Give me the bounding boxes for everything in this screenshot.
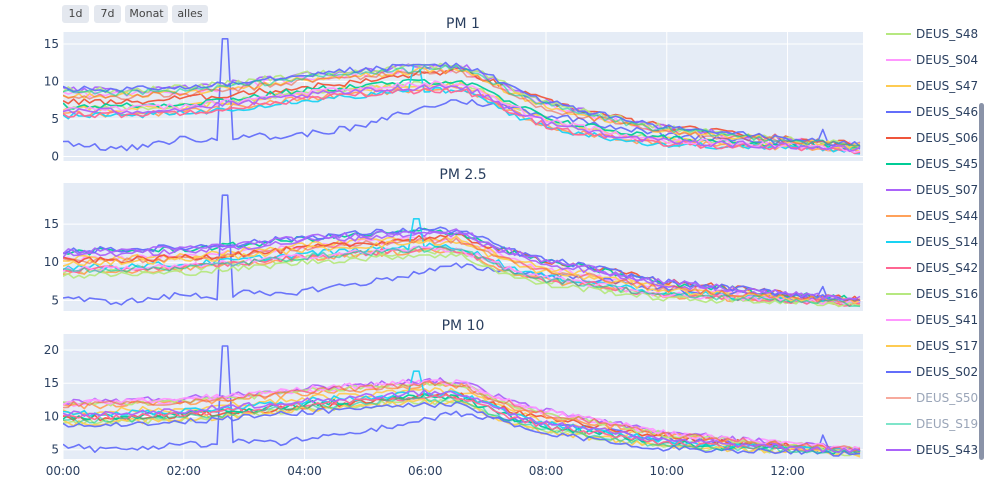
legend-item[interactable]: DEUS_S46 — [886, 105, 978, 119]
range-button-1d[interactable]: 1d — [62, 5, 89, 23]
legend-label: DEUS_S45 — [916, 157, 978, 171]
series-line-deus-s43[interactable] — [63, 228, 861, 301]
y-tick-label: 10 — [44, 409, 59, 423]
legend-label: DEUS_S47 — [916, 79, 978, 93]
y-tick-label: 15 — [44, 376, 59, 390]
x-tick-label: 00:00 — [46, 464, 81, 478]
y-tick-label: 0 — [51, 150, 59, 164]
legend-item[interactable]: DEUS_S02 — [886, 365, 978, 379]
panel-1: 0 5 10 15 PM 1 — [44, 16, 863, 164]
range-button-monat[interactable]: Monat — [125, 5, 168, 23]
series-line-deus-s19[interactable] — [63, 245, 861, 308]
legend-item[interactable]: DEUS_S16 — [886, 287, 978, 301]
panel-title: PM 10 — [442, 318, 485, 334]
legend-item[interactable]: DEUS_S06 — [886, 131, 978, 145]
legend-label: DEUS_S07 — [916, 183, 978, 197]
legend-scrollbar[interactable] — [979, 103, 984, 460]
series-line-deus-s02[interactable] — [63, 61, 861, 148]
series-line-deus-s44[interactable] — [63, 381, 861, 454]
legend: DEUS_S48 DEUS_S04 DEUS_S47 DEUS_S46 DEUS_S06… — [886, 27, 978, 457]
legend-item[interactable]: DEUS_S07 — [886, 183, 978, 197]
legend-item[interactable]: DEUS_S43 — [886, 443, 978, 457]
x-tick-label: 08:00 — [529, 464, 564, 478]
legend-item[interactable]: DEUS_S42 — [886, 261, 978, 275]
legend-label: DEUS_S50 — [916, 391, 978, 405]
series-line-deus-s50[interactable] — [63, 379, 861, 452]
y-tick-label: 5 — [51, 112, 59, 126]
y-tick-label: 10 — [44, 255, 59, 269]
series-line-deus-s02[interactable] — [63, 226, 861, 302]
legend-label: DEUS_S19 — [916, 417, 978, 431]
series-line-deus-s19[interactable] — [63, 64, 861, 147]
legend-item[interactable]: DEUS_S17 — [886, 339, 978, 353]
y-tick-label: 5 — [51, 293, 59, 307]
range-button-alles[interactable]: alles — [172, 5, 208, 23]
y-tick-label: 5 — [51, 443, 59, 457]
legend-item[interactable]: DEUS_S50 — [886, 391, 978, 405]
legend-item[interactable]: DEUS_S14 — [886, 235, 978, 249]
legend-item[interactable]: DEUS_S47 — [886, 79, 978, 93]
legend-item[interactable]: DEUS_S44 — [886, 209, 978, 223]
y-tick-label: 10 — [44, 75, 59, 89]
panel-2: 5 10 15 PM 2.5 — [44, 167, 863, 311]
legend-label: DEUS_S42 — [916, 261, 978, 275]
y-tick-label: 15 — [44, 217, 59, 231]
legend-label: DEUS_S17 — [916, 339, 978, 353]
x-tick-label: 02:00 — [166, 464, 201, 478]
range-button-7d[interactable]: 7d — [94, 5, 121, 23]
series-line-deus-s43[interactable] — [63, 84, 861, 153]
legend-item[interactable]: DEUS_S48 — [886, 27, 978, 41]
legend-label: DEUS_S02 — [916, 365, 978, 379]
legend-label: DEUS_S46 — [916, 105, 978, 119]
series-line-deus-s06[interactable] — [63, 392, 861, 452]
legend-label: DEUS_S43 — [916, 443, 978, 457]
series-line-deus-s41[interactable] — [63, 378, 861, 452]
legend-label: DEUS_S16 — [916, 287, 978, 301]
legend-label: DEUS_S14 — [916, 235, 978, 249]
panel-title: PM 2.5 — [439, 167, 486, 183]
series-line-deus-s42[interactable] — [63, 86, 861, 155]
panel-3: 00:00 02:00 04:00 06:00 08:00 10:00 12:00 5 10 15… — [44, 318, 863, 478]
legend-item[interactable]: DEUS_S45 — [886, 157, 978, 171]
legend-item[interactable]: DEUS_S04 — [886, 53, 978, 67]
legend-item[interactable]: DEUS_S19 — [886, 417, 978, 431]
x-tick-label: 06:00 — [408, 464, 443, 478]
x-tick-label: 12:00 — [770, 464, 805, 478]
x-tick-label: 04:00 — [287, 464, 322, 478]
legend-label: DEUS_S44 — [916, 209, 978, 223]
x-tick-label: 10:00 — [649, 464, 684, 478]
series-line-deus-s41[interactable] — [63, 80, 861, 154]
y-tick-label: 20 — [44, 343, 59, 357]
series-line-deus-s16[interactable] — [63, 252, 861, 308]
panel-title: PM 1 — [446, 16, 480, 32]
series-line-deus-s14[interactable] — [63, 370, 861, 453]
series-line-deus-s02[interactable] — [63, 401, 861, 457]
legend-label: DEUS_S48 — [916, 27, 978, 41]
legend-item[interactable]: DEUS_S41 — [886, 313, 978, 327]
series-line-deus-s43[interactable] — [63, 389, 861, 454]
legend-label: DEUS_S06 — [916, 131, 978, 145]
legend-label: DEUS_S04 — [916, 53, 978, 67]
legend-label: DEUS_S41 — [916, 313, 978, 327]
series-line-deus-s19[interactable] — [63, 395, 861, 454]
series-line-deus-s47[interactable] — [63, 235, 861, 304]
y-tick-label: 15 — [44, 37, 59, 51]
